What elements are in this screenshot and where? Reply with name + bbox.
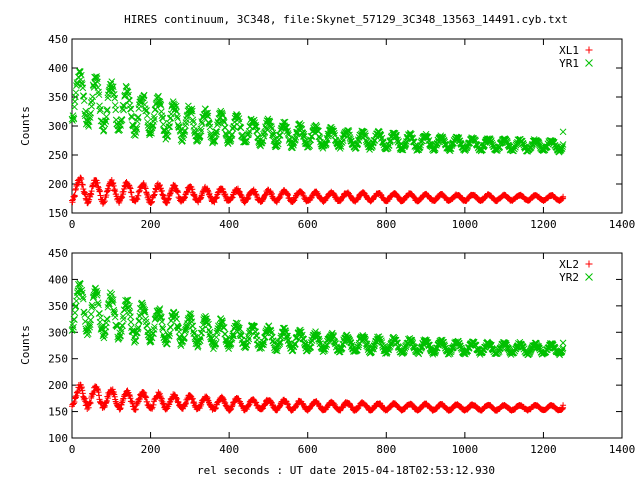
data-points <box>69 381 567 414</box>
series-markers <box>68 67 567 207</box>
x-tick-label: 200 <box>141 443 161 456</box>
x-tick-label: 1200 <box>530 218 557 231</box>
y-tick-label: 200 <box>48 178 68 191</box>
chart-title: HIRES continuum, 3C348, file:Skynet_5712… <box>124 13 568 26</box>
y-tick-label: 400 <box>48 273 68 286</box>
x-tick-label: 400 <box>219 443 239 456</box>
y-tick-label: 250 <box>48 353 68 366</box>
series-markers <box>68 279 567 414</box>
x-tick-label: 0 <box>69 218 76 231</box>
x-tick-label: 1200 <box>530 443 557 456</box>
y-tick-label: 250 <box>48 149 68 162</box>
x-axis-label: rel seconds : UT date 2015-04-18T02:53:1… <box>197 464 495 477</box>
legend-marker <box>585 260 593 268</box>
y-tick-label: 300 <box>48 120 68 133</box>
legend-label: YR1 <box>559 57 579 70</box>
y-axis-label: Counts <box>19 325 32 365</box>
y-axis: 100 150 200 250 300 350 400 450 <box>48 247 622 445</box>
y-axis: 150 200 250 300 350 400 450 <box>48 33 622 220</box>
x-tick-label: 1000 <box>452 443 479 456</box>
y-tick-label: 200 <box>48 379 68 392</box>
y-tick-label: 450 <box>48 247 68 260</box>
x-axis: 0 200 400 600 800 1000 1200 1400 <box>69 39 636 231</box>
series-yr1 <box>68 67 567 156</box>
series-xl1 <box>69 174 567 207</box>
legend-marker <box>585 46 593 54</box>
x-tick-label: 600 <box>298 218 318 231</box>
data-points <box>69 174 567 207</box>
data-points <box>68 279 567 359</box>
y-tick-label: 350 <box>48 91 68 104</box>
y-tick-label: 450 <box>48 33 68 46</box>
y-tick-label: 100 <box>48 432 68 445</box>
y-tick-label: 150 <box>48 207 68 220</box>
series-yr2 <box>68 279 567 359</box>
legend-label: XL2 <box>559 258 579 271</box>
legend-marker <box>585 59 593 67</box>
x-tick-label: 0 <box>69 443 76 456</box>
x-tick-label: 600 <box>298 443 318 456</box>
x-tick-label: 1400 <box>609 218 636 231</box>
x-tick-label: 1000 <box>452 218 479 231</box>
x-tick-label: 400 <box>219 218 239 231</box>
y-tick-label: 350 <box>48 300 68 313</box>
series-xl2 <box>69 381 567 414</box>
y-axis-label: Counts <box>19 106 32 146</box>
y-tick-label: 300 <box>48 326 68 339</box>
x-tick-label: 1400 <box>609 443 636 456</box>
y-tick-label: 400 <box>48 62 68 75</box>
x-tick-label: 200 <box>141 218 161 231</box>
plot-frame <box>71 252 623 439</box>
x-axis: 0 200 400 600 800 1000 1200 1400 <box>69 253 636 456</box>
y-tick-label: 150 <box>48 406 68 419</box>
legend-label: YR2 <box>559 271 579 284</box>
legend-marker <box>585 273 593 281</box>
x-tick-label: 800 <box>376 443 396 456</box>
x-tick-label: 800 <box>376 218 396 231</box>
data-points <box>68 67 567 156</box>
legend-label: XL1 <box>559 44 579 57</box>
